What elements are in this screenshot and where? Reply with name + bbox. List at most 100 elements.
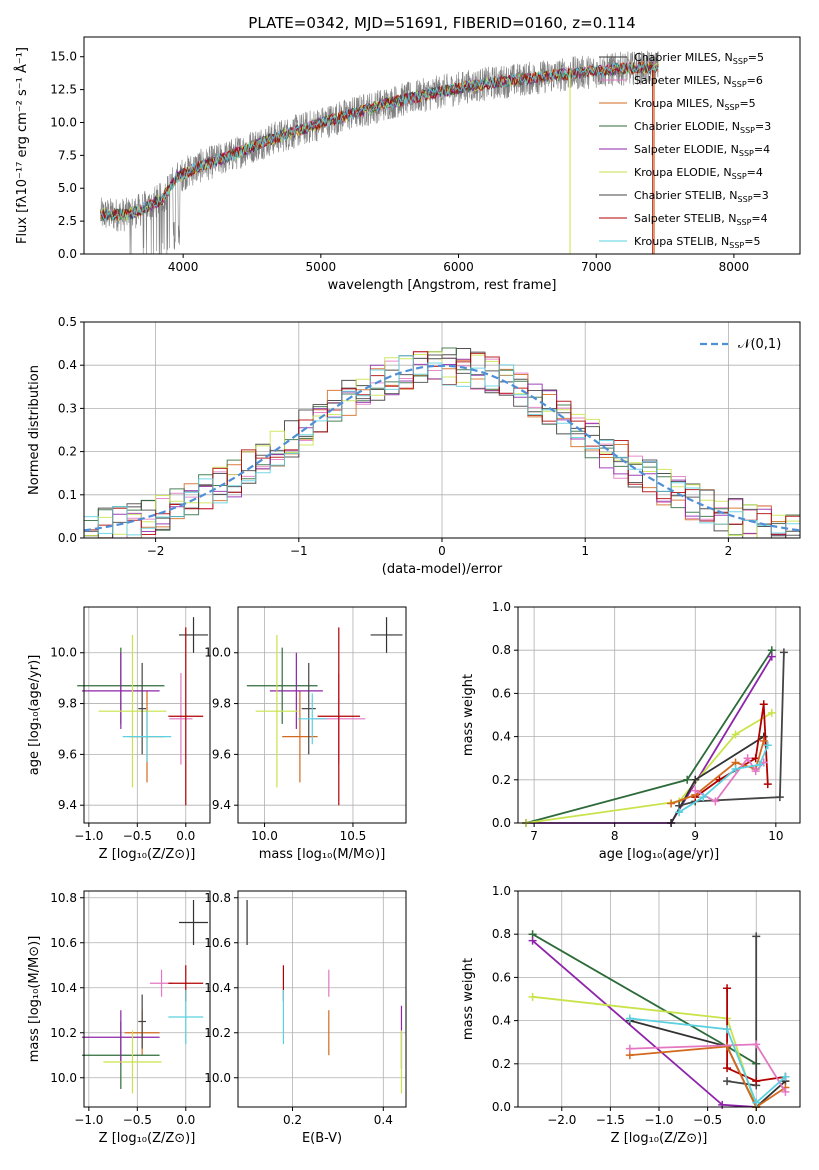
y-axis-label: Normed distribution	[27, 365, 42, 495]
y-tick-label: 1.0	[492, 884, 511, 898]
legend-model-name: Salpeter MILES	[634, 74, 716, 87]
model-spectrum-3	[100, 62, 659, 222]
x-tick-label: 2	[725, 544, 733, 558]
weight-marker-5-3	[759, 700, 768, 709]
legend-nssp-eq: =	[753, 189, 762, 202]
weight-line-2	[532, 995, 758, 1108]
legend-subscript: SSP	[736, 218, 751, 227]
y-tick-label: 10.0	[50, 115, 77, 129]
x-tick-label: 8	[611, 829, 619, 843]
weight-marker-4-1	[691, 775, 700, 784]
axes-frame	[517, 606, 801, 824]
x-tick-label: 0.4	[374, 1113, 393, 1127]
legend-entry: Kroupa STELIB, NSSP=5	[634, 235, 760, 250]
y-tick-label: 0.4	[492, 1014, 511, 1028]
x-axis-label: Z [log₁₀(Z/Z⊙)]	[99, 847, 196, 862]
y-tick-label: 9.6	[58, 747, 77, 761]
x-tick-label: −0.5	[123, 829, 152, 843]
legend-nssp-eq: =	[748, 51, 757, 64]
y-tick-label: 0.2	[492, 1057, 511, 1071]
weight-marker-3-3	[779, 648, 788, 657]
weight-marker-8-3	[781, 1072, 790, 1081]
axes-frame	[83, 606, 211, 824]
x-tick-label: −2	[147, 544, 165, 558]
weight-marker-8-0	[625, 1014, 634, 1023]
x-tick-label: 0.0	[747, 1113, 766, 1127]
weight-marker-0-1	[683, 775, 692, 784]
legend-subscript: SSP	[733, 57, 748, 66]
weight-line-3	[678, 652, 785, 807]
normal-curve	[83, 364, 801, 532]
y-tick-label: 5.0	[58, 181, 77, 195]
y-axis-label: mass [log₁₀(M/M⊙)]	[27, 936, 42, 1063]
legend-entry: Chabrier ELODIE, NSSP=3	[634, 120, 771, 135]
legend-entry: 𝒩(0,1)	[738, 337, 781, 352]
x-tick-label: −1.0	[74, 1113, 103, 1127]
y-tick-label: 9.4	[212, 798, 231, 812]
y-tick-label: 10.0	[50, 646, 77, 660]
legend-entry: Salpeter STELIB, NSSP=4	[634, 212, 768, 227]
y-tick-label: 10.6	[50, 936, 77, 950]
legend-entry: Chabrier STELIB, NSSP=3	[634, 189, 769, 204]
x-tick-label: 0	[438, 544, 446, 558]
y-tick-label: 0.6	[492, 970, 511, 984]
legend-nssp-value: 3	[764, 120, 771, 133]
y-axis-label: Flux [fλ10⁻¹⁷ erg cm⁻² s⁻¹ Å⁻¹]	[14, 47, 30, 244]
axes-frame	[237, 890, 407, 1108]
legend-nssp-eq: =	[747, 166, 756, 179]
y-tick-label: 0.2	[492, 773, 511, 787]
x-tick-label: 4000	[168, 260, 199, 274]
weight-line-1	[526, 656, 773, 824]
weight-marker-5-2	[752, 1077, 761, 1086]
x-axis-label: E(B-V)	[302, 1131, 342, 1146]
y-axis-label: age [log₁₀(age/yr)]	[27, 655, 42, 776]
weight-marker-5-4	[763, 780, 772, 789]
observed-spectrum	[100, 50, 659, 255]
legend-model-name: Kroupa STELIB	[634, 235, 714, 248]
y-tick-label: 0.0	[492, 1100, 511, 1114]
weight-marker-3-0	[723, 1077, 732, 1086]
y-tick-label: 12.5	[50, 83, 77, 97]
y-axis-label: mass weight	[461, 958, 476, 1040]
histogram-series-6	[84, 351, 800, 539]
y-tick-label: 10.0	[50, 1071, 77, 1085]
legend-nssp-eq: =	[744, 235, 753, 248]
y-tick-label: 10.8	[204, 891, 231, 905]
legend-entry: Kroupa MILES, NSSP=5	[634, 97, 756, 112]
legend-model-name: Salpeter ELODIE	[634, 143, 724, 156]
y-tick-label: 10.8	[50, 891, 77, 905]
legend-model-name: Chabrier MILES	[634, 51, 718, 64]
legend-nssp-value: 4	[761, 212, 768, 225]
y-tick-label: 9.8	[58, 697, 77, 711]
legend-entry: Salpeter MILES, NSSP=6	[634, 74, 763, 89]
x-tick-label: −1.0	[644, 1113, 673, 1127]
x-tick-label: 1	[581, 544, 589, 558]
y-tick-label: 0.2	[58, 445, 77, 459]
x-tick-label: 10.5	[340, 829, 367, 843]
x-tick-label: −0.5	[123, 1113, 152, 1127]
legend-nssp-prefix: , N	[716, 74, 731, 87]
weight-marker-6-1	[723, 1042, 732, 1051]
weight-line-6	[629, 1045, 786, 1109]
x-tick-label: 7000	[581, 260, 612, 274]
legend-nssp-eq: =	[754, 143, 763, 156]
legend-nssp-value: 4	[756, 166, 763, 179]
legend-entry: Chabrier MILES, NSSP=5	[634, 51, 764, 66]
legend-model-name: Chabrier ELODIE	[634, 120, 725, 133]
x-tick-label: 9	[691, 829, 699, 843]
legend-entry: Salpeter ELODIE, NSSP=4	[634, 143, 770, 158]
x-axis-label: wavelength [Angstrom, rest frame]	[328, 278, 557, 293]
legend-subscript: SSP	[732, 80, 747, 89]
weight-marker-6-0	[667, 799, 676, 808]
legend-nssp-prefix: , N	[725, 120, 740, 133]
x-tick-label: 5000	[306, 260, 337, 274]
y-tick-label: 0.0	[58, 247, 77, 261]
legend-nssp-value: 5	[753, 235, 760, 248]
x-axis-label: Z [log₁₀(Z/Z⊙)]	[611, 1131, 708, 1146]
weight-marker-1-1	[718, 1100, 727, 1109]
model-spectrum-6	[100, 61, 659, 221]
y-tick-label: 10.0	[204, 1071, 231, 1085]
legend-nssp-value: 5	[749, 97, 756, 110]
legend-nssp-eq: =	[751, 212, 760, 225]
legend-model-name: Kroupa MILES	[634, 97, 709, 110]
